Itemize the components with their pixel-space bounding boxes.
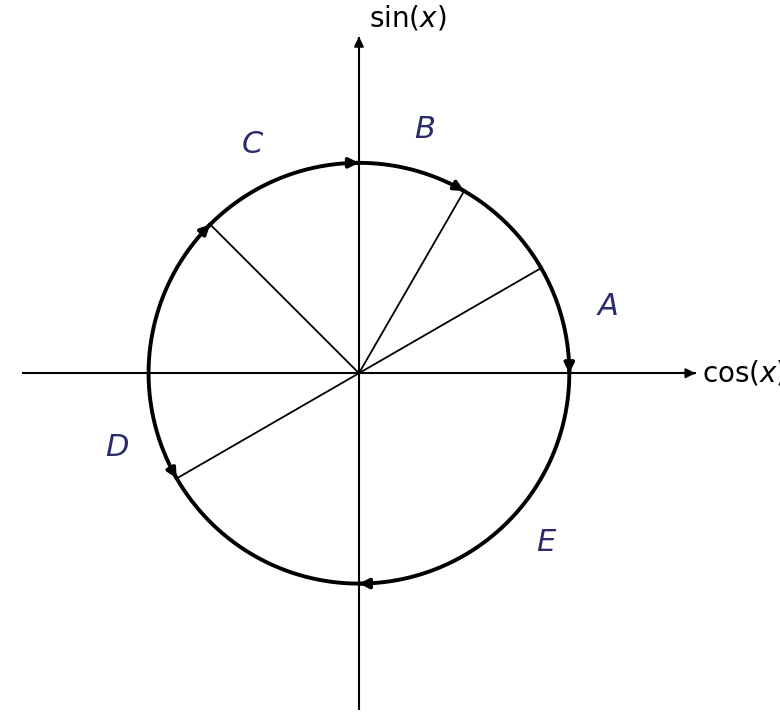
Text: $\sin(x)$: $\sin(x)$ (370, 4, 447, 32)
Text: $\mathit{B}$: $\mathit{B}$ (413, 114, 434, 145)
Text: $\mathit{A}$: $\mathit{A}$ (596, 291, 618, 322)
Text: $\cos(x)$: $\cos(x)$ (702, 358, 780, 388)
Text: $\mathit{E}$: $\mathit{E}$ (536, 527, 557, 558)
Text: $\mathit{D}$: $\mathit{D}$ (105, 431, 129, 463)
Text: $\mathit{C}$: $\mathit{C}$ (241, 129, 264, 160)
